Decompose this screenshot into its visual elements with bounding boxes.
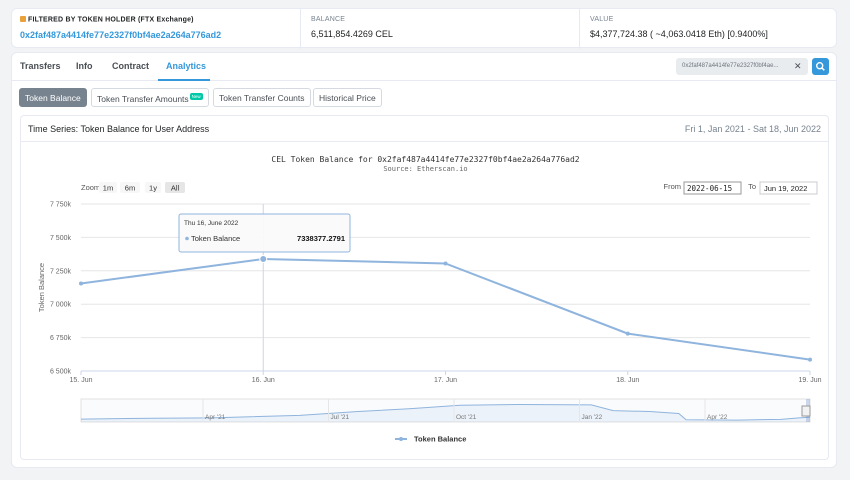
range-from-label: From (664, 182, 682, 191)
range-to-label: To (748, 182, 756, 191)
data-point-hovered[interactable] (259, 254, 268, 263)
tooltip-series-marker (185, 236, 189, 241)
subtab-token-transfer-amounts[interactable]: Token Transfer Amounts New (91, 88, 209, 107)
data-point[interactable] (79, 281, 83, 286)
token-balance-chart: CEL Token Balance for 0x2faf487a4414fe77… (37, 155, 822, 444)
balance-value: 6,511,854.4269 CEL (311, 29, 393, 39)
zoom-button-1y[interactable] (145, 182, 161, 193)
x-tick-label: 15. Jun (70, 377, 93, 384)
range-to-value: Jun 19, 2022 (764, 184, 807, 193)
navigator-label: Oct '21 (456, 414, 477, 421)
chart-panel: Time Series: Token Balance for User Addr… (20, 115, 829, 460)
data-point[interactable] (625, 331, 630, 336)
zoom-button-6m[interactable] (120, 182, 140, 193)
value-amount: $4,377,724.38 ( ~4,063.0418 Eth) [0.9400… (590, 29, 768, 39)
data-point[interactable] (443, 261, 448, 266)
y-tick-label: 7 000k (50, 302, 72, 309)
search-icon (815, 61, 825, 71)
series-line-token-balance (80, 257, 811, 361)
holder-address-link[interactable]: 0x2faf487a4414fe77e2327f0bf4ae2a264a776a… (20, 29, 222, 40)
clear-icon[interactable]: ✕ (794, 61, 802, 71)
subtab-token-transfer-counts[interactable]: Token Transfer Counts (213, 88, 311, 107)
balance-label: BALANCE (311, 16, 346, 23)
y-tick-label: 7 750k (50, 202, 72, 209)
navigator-handle[interactable] (801, 405, 811, 417)
chart-panel-title: Time Series: Token Balance for User Addr… (28, 124, 210, 134)
zoom-label: Zoom (81, 183, 100, 192)
token-holder-summary: FILTERED BY TOKEN HOLDER (FTX Exchange) … (11, 8, 837, 49)
value-label: VALUE (590, 16, 614, 23)
tab-contract[interactable]: Contract (112, 61, 150, 71)
range-from-input[interactable] (683, 181, 742, 195)
chart-title: CEL Token Balance for 0x2faf487a4414fe77… (271, 155, 579, 164)
subtab-label: Token Transfer Amounts (97, 94, 189, 104)
tag-icon (20, 16, 26, 22)
y-tick-label: 6 500k (50, 369, 72, 376)
search-button[interactable] (812, 58, 829, 75)
tooltip-date: Thu 16, June 2022 (184, 220, 239, 227)
zoom-button-label: All (171, 184, 180, 193)
zoom-button-label: 1m (103, 184, 113, 193)
y-tick-label: 6 750k (50, 335, 72, 342)
legend-marker[interactable] (399, 437, 403, 441)
y-axis-title: Token Balance (37, 263, 46, 312)
main-card: Transfers Info Contract Analytics 0x2faf… (11, 52, 837, 468)
subtab-token-balance[interactable]: Token Balance (19, 88, 87, 107)
zoom-button-All[interactable] (165, 182, 185, 193)
data-point[interactable] (808, 357, 812, 362)
active-tab-indicator (158, 79, 210, 81)
address-filter-input[interactable]: 0x2faf487a4414fe77e2327f0bf4ae... (676, 58, 808, 75)
chart-date-range: Fri 1, Jan 2021 - Sat 18, Jun 2022 (684, 124, 821, 134)
tab-bar: Transfers Info Contract Analytics 0x2faf… (12, 53, 836, 81)
chart-subtitle: Source: Etherscan.io (383, 165, 467, 173)
x-tick-label: 19. Jun (799, 377, 822, 384)
x-tick-label: 18. Jun (616, 377, 639, 384)
tooltip-series-name: Token Balance (191, 234, 240, 243)
value-column: VALUE $4,377,724.38 ( ~4,063.0418 Eth) [… (579, 9, 768, 49)
navigator-label: Jan '22 (582, 414, 603, 421)
tab-analytics[interactable]: Analytics (166, 61, 207, 71)
chart-panel-header: Time Series: Token Balance for User Addr… (21, 116, 828, 142)
zoom-button-label: 1y (149, 184, 157, 193)
x-tick-label: 17. Jun (434, 377, 457, 384)
y-tick-label: 7 250k (50, 268, 72, 275)
tooltip-box (178, 213, 351, 253)
range-to-input[interactable] (759, 181, 818, 195)
navigator-label: Apr '22 (707, 414, 728, 421)
zoom-button-label: 6m (125, 184, 135, 193)
new-badge: New (189, 93, 203, 100)
holder-filter-label: FILTERED BY TOKEN HOLDER (FTX Exchange) (28, 16, 194, 24)
balance-column: BALANCE 6,511,854.4269 CEL (300, 9, 393, 49)
tab-info[interactable]: Info (76, 61, 93, 71)
navigator-area (81, 404, 810, 422)
tooltip-value: 7338377.2791 (297, 234, 345, 243)
navigator-label: Apr '21 (205, 414, 226, 421)
subtab-historical-price[interactable]: Historical Price (313, 88, 382, 107)
range-from-value: 2022-06-15 (687, 184, 732, 193)
tab-transfers[interactable]: Transfers (20, 61, 61, 71)
holder-column: FILTERED BY TOKEN HOLDER (FTX Exchange) … (20, 16, 221, 40)
navigator-label: Jul '21 (331, 414, 350, 421)
y-tick-label: 7 500k (50, 235, 72, 242)
zoom-button-1m[interactable] (99, 182, 117, 193)
legend-label[interactable]: Token Balance (414, 435, 466, 444)
x-tick-label: 16. Jun (252, 377, 275, 384)
navigator-series-line (80, 404, 811, 421)
